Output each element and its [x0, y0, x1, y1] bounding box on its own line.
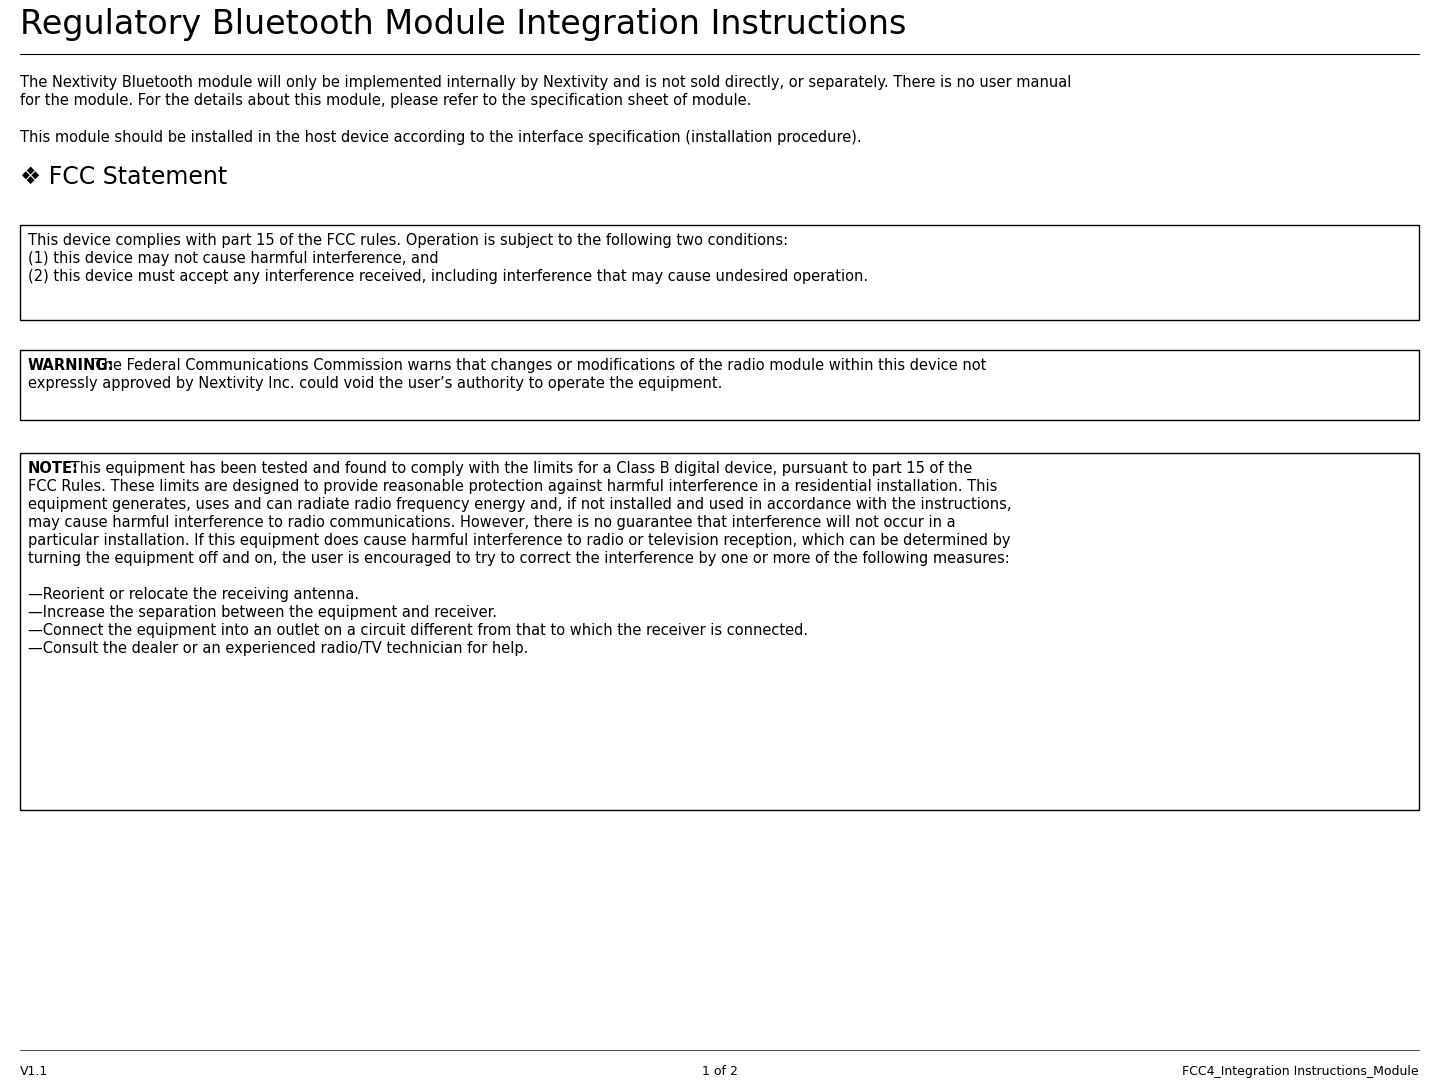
- Text: equipment generates, uses and can radiate radio frequency energy and, if not ins: equipment generates, uses and can radiat…: [27, 496, 1012, 512]
- Text: —Consult the dealer or an experienced radio/TV technician for help.: —Consult the dealer or an experienced ra…: [27, 641, 528, 656]
- Text: —Reorient or relocate the receiving antenna.: —Reorient or relocate the receiving ante…: [27, 588, 360, 602]
- Text: This equipment has been tested and found to comply with the limits for a Class B: This equipment has been tested and found…: [66, 461, 973, 476]
- Bar: [20, 225, 1419, 320]
- Text: for the module. For the details about this module, please refer to the specifica: for the module. For the details about th…: [20, 93, 751, 108]
- Text: turning the equipment off and on, the user is encouraged to try to correct the i: turning the equipment off and on, the us…: [27, 551, 1010, 566]
- Bar: [20, 453, 1419, 810]
- Text: The Nextivity Bluetooth module will only be implemented internally by Nextivity : The Nextivity Bluetooth module will only…: [20, 75, 1072, 90]
- Text: Regulatory Bluetooth Module Integration Instructions: Regulatory Bluetooth Module Integration …: [20, 8, 907, 41]
- Text: 1 of 2: 1 of 2: [702, 1064, 737, 1077]
- Text: (2) this device must accept any interference received, including interference th: (2) this device must accept any interfer…: [27, 269, 868, 284]
- Text: —Connect the equipment into an outlet on a circuit different from that to which : —Connect the equipment into an outlet on…: [27, 623, 809, 638]
- Text: —Increase the separation between the equipment and receiver.: —Increase the separation between the equ…: [27, 605, 496, 620]
- Text: (1) this device may not cause harmful interference, and: (1) this device may not cause harmful in…: [27, 251, 439, 266]
- Text: NOTE:: NOTE:: [27, 461, 79, 476]
- Text: This device complies with part 15 of the FCC rules. Operation is subject to the : This device complies with part 15 of the…: [27, 233, 789, 248]
- Bar: [20, 350, 1419, 420]
- Text: WARNING:: WARNING:: [27, 358, 114, 373]
- Text: may cause harmful interference to radio communications. However, there is no gua: may cause harmful interference to radio …: [27, 515, 955, 530]
- Text: This module should be installed in the host device according to the interface sp: This module should be installed in the h…: [20, 130, 862, 145]
- Text: V1.1: V1.1: [20, 1064, 49, 1077]
- Text: FCC4_Integration Instructions_Module: FCC4_Integration Instructions_Module: [1183, 1064, 1419, 1077]
- Text: The Federal Communications Commission warns that changes or modifications of the: The Federal Communications Commission wa…: [91, 358, 986, 373]
- Text: ❖ FCC Statement: ❖ FCC Statement: [20, 165, 227, 189]
- Text: FCC Rules. These limits are designed to provide reasonable protection against ha: FCC Rules. These limits are designed to …: [27, 479, 997, 494]
- Text: particular installation. If this equipment does cause harmful interference to ra: particular installation. If this equipme…: [27, 533, 1010, 549]
- Text: expressly approved by Nextivity Inc. could void the user’s authority to operate : expressly approved by Nextivity Inc. cou…: [27, 376, 722, 391]
